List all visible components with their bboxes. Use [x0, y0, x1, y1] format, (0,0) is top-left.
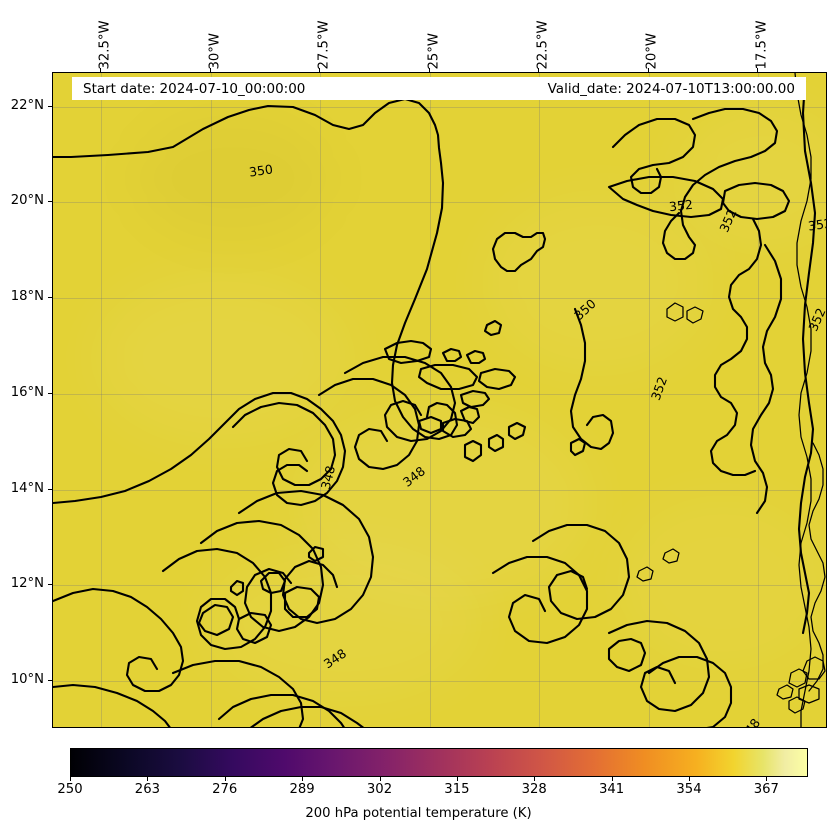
colorbar-tick-label: 289	[289, 782, 315, 797]
date-banner: Start date: 2024-07-10_00:00:00 Valid_da…	[72, 77, 806, 100]
colorbar-tick-mark	[302, 777, 304, 781]
colorbar-tick-mark	[379, 777, 381, 781]
y-tick-label: 10°N	[10, 672, 44, 688]
contour-label: 352	[807, 215, 827, 234]
x-tick-label: 32.5°W	[97, 20, 113, 70]
y-tick-label: 12°N	[10, 576, 44, 592]
x-tick-label: 17.5°W	[754, 20, 770, 70]
valid-date-label: Valid_date: 2024-07-10T13:00:00.00	[547, 80, 795, 97]
x-tick-label: 22.5°W	[535, 20, 551, 70]
colorbar-tick-label: 263	[134, 782, 160, 797]
y-tick-mark	[48, 392, 52, 394]
y-tick-label: 14°N	[10, 480, 44, 496]
colorbar-tick-label: 328	[521, 782, 547, 797]
colorbar-tick-mark	[147, 777, 149, 781]
y-tick-mark	[48, 105, 52, 107]
colorbar-tick-label: 302	[366, 782, 393, 797]
x-tick-label: 27.5°W	[316, 20, 332, 70]
y-tick-mark	[48, 584, 52, 586]
colorbar-tick-mark	[224, 777, 226, 781]
y-tick-mark	[48, 297, 52, 299]
colorbar-tick-label: 276	[212, 782, 238, 797]
colorbar-tick-label: 250	[57, 782, 83, 797]
contour-label: 352	[668, 196, 694, 215]
colorbar-tick-mark	[534, 777, 536, 781]
y-tick-label: 18°N	[10, 289, 44, 305]
colorbar-tick-label: 354	[676, 782, 702, 797]
x-tick-mark	[647, 68, 649, 72]
colorbar-tick-mark	[766, 777, 768, 781]
y-tick-mark	[48, 488, 52, 490]
map-plot-area[interactable]: 3503503503523523523523523483483483483483…	[52, 72, 827, 728]
y-tick-label: 22°N	[10, 97, 44, 113]
x-tick-label: 30°W	[207, 33, 223, 70]
colorbar-tick-label: 315	[444, 782, 470, 797]
x-tick-mark	[319, 68, 321, 72]
potential-temperature-field	[53, 73, 826, 727]
colorbar-gradient	[70, 748, 808, 777]
x-tick-mark	[209, 68, 211, 72]
x-tick-mark	[756, 68, 758, 72]
colorbar[interactable]: 250 263 276 289 302 315 328 341 354 367	[57, 748, 808, 797]
y-tick-label: 20°N	[10, 193, 44, 209]
y-tick-mark	[48, 201, 52, 203]
colorbar-tick-label: 367	[753, 782, 779, 797]
x-tick-label: 25°W	[426, 33, 442, 70]
colorbar-title: 200 hPa potential temperature (K)	[305, 806, 532, 821]
colorbar-tick-mark	[611, 777, 613, 781]
colorbar-tick-mark	[70, 777, 71, 781]
colorbar-tick-mark	[689, 777, 690, 781]
y-tick-label: 16°N	[10, 384, 44, 400]
x-tick-mark	[538, 68, 539, 72]
x-tick-mark	[428, 68, 430, 72]
colorbar-tick-mark	[456, 777, 458, 781]
colorbar-tick-label: 341	[599, 782, 625, 797]
start-date-label: Start date: 2024-07-10_00:00:00	[83, 80, 306, 97]
y-tick-mark	[48, 680, 52, 682]
x-tick-mark	[100, 68, 102, 72]
x-tick-label: 20°W	[644, 33, 660, 70]
